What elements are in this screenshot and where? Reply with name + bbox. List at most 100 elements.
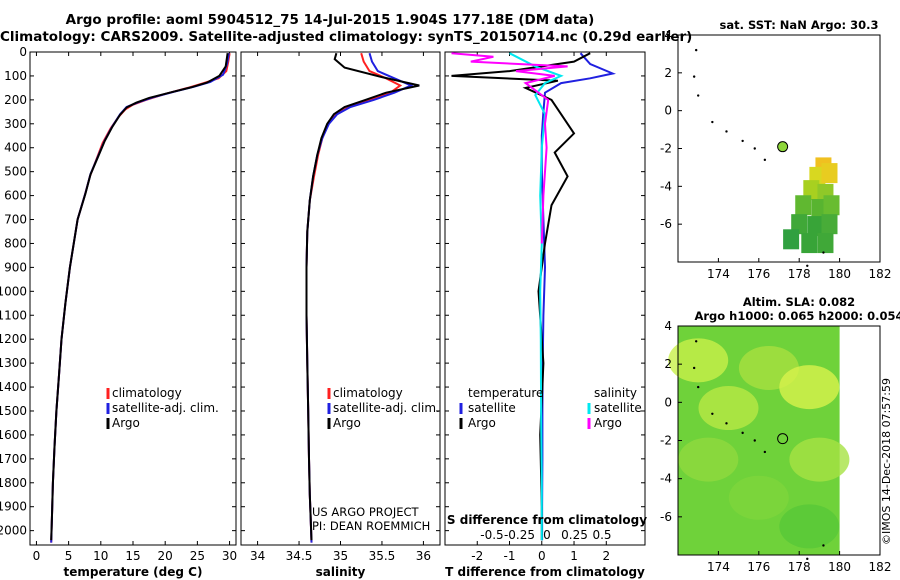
pressure-tick-label: 300 bbox=[4, 117, 27, 131]
sst_map-xtick-label: 178 bbox=[788, 267, 811, 281]
title-line-1: Argo profile: aoml 5904512_75 14-Jul-201… bbox=[65, 12, 595, 28]
sla_map-xtick-label: 182 bbox=[869, 560, 892, 574]
difference-xtick-label: 0 bbox=[538, 549, 546, 563]
island-dot bbox=[806, 557, 809, 561]
sla-anomaly-patch bbox=[678, 437, 739, 482]
sla_map-map bbox=[668, 325, 881, 561]
salinity-xlabel: salinity bbox=[316, 565, 366, 579]
temperature-series-argo bbox=[50, 53, 229, 541]
island-dot bbox=[725, 130, 728, 133]
sla_map-ytick-label: 2 bbox=[664, 357, 672, 371]
pressure-tick-label: 1400 bbox=[0, 380, 27, 394]
sst-cell bbox=[803, 180, 820, 201]
difference-xtick-label: 2 bbox=[602, 549, 610, 563]
sla_map-xtick-label: 180 bbox=[828, 560, 851, 574]
sla-anomaly-patch bbox=[789, 437, 850, 482]
salinity-legend-label: climatology bbox=[333, 386, 403, 400]
sst_map-xtick-label: 182 bbox=[869, 267, 892, 281]
sst-cell bbox=[791, 214, 808, 235]
sla_map-xtick-label: 178 bbox=[788, 560, 811, 574]
sst_map-ytick-label: -2 bbox=[660, 142, 672, 156]
island-dot bbox=[753, 147, 756, 150]
credit-line-1: US ARGO PROJECT bbox=[312, 505, 420, 519]
difference-xtick-label: 1 bbox=[570, 549, 578, 563]
temperature-xtick-label: 20 bbox=[158, 549, 173, 563]
diff-s-axis-label: S difference from climatology bbox=[447, 513, 647, 527]
sla-anomaly-patch bbox=[668, 338, 729, 383]
difference-series-t-satellite bbox=[540, 52, 617, 541]
diff-s-tick-label: -0.5 bbox=[480, 528, 503, 542]
sst-cell bbox=[811, 199, 828, 220]
sst-cell bbox=[807, 216, 824, 237]
sla_map-ytick-label: -6 bbox=[660, 510, 672, 524]
sst_map-ytick-label: -4 bbox=[660, 179, 672, 193]
island-dot bbox=[763, 450, 767, 454]
island-dot bbox=[741, 431, 744, 435]
pressure-tick-label: 200 bbox=[4, 93, 27, 107]
credit-line-2: PI: DEAN ROEMMICH bbox=[312, 519, 430, 533]
difference-series-s-argo bbox=[451, 52, 568, 244]
temperature-series-satellite-adj-clim- bbox=[50, 53, 230, 543]
sst-cell bbox=[821, 163, 838, 184]
island-dot bbox=[711, 412, 714, 415]
sst-cell bbox=[821, 214, 838, 235]
sla_map-xtick-label: 174 bbox=[707, 560, 730, 574]
pressure-tick-label: 1800 bbox=[0, 476, 27, 490]
sla_map-ytick-label: 0 bbox=[664, 395, 672, 409]
pressure-tick-label: 1500 bbox=[0, 404, 27, 418]
sst_map-ytick-label: 4 bbox=[664, 28, 672, 42]
temperature-legend-label: satellite-adj. clim. bbox=[112, 401, 219, 415]
diff-s-tick-label: 0 bbox=[543, 528, 551, 542]
island-dot bbox=[692, 75, 696, 78]
title-line-2: Climatology: CARS2009. Satellite-adjuste… bbox=[0, 29, 693, 45]
sst-cell bbox=[795, 195, 812, 216]
sst_map-xtick-label: 180 bbox=[828, 267, 851, 281]
island-dot bbox=[753, 439, 756, 442]
sst_map-xtick-label: 176 bbox=[747, 267, 770, 281]
salinity-series-argo bbox=[305, 52, 420, 541]
diff-legend-temperature-title: temperature bbox=[468, 386, 543, 400]
sla-anomaly-patch bbox=[779, 365, 840, 410]
diff-legend-right-label: satellite bbox=[594, 401, 642, 415]
island-dot bbox=[741, 139, 744, 143]
diff-legend-salinity-title: salinity bbox=[594, 386, 637, 400]
temperature-xtick-label: 10 bbox=[93, 549, 108, 563]
temperature-xtick-label: 25 bbox=[190, 549, 205, 563]
island-dot bbox=[697, 385, 700, 389]
pressure-tick-label: 1900 bbox=[0, 500, 27, 514]
sla_map-xtick-label: 176 bbox=[747, 560, 770, 574]
pressure-tick-label: 1700 bbox=[0, 452, 27, 466]
pressure-tick-label: 1300 bbox=[0, 356, 27, 370]
sla_map-subtitle: Argo h1000: 0.065 h2000: 0.054 bbox=[694, 309, 900, 323]
pressure-tick-label: 2000 bbox=[0, 524, 27, 538]
salinity-series-climatology bbox=[305, 52, 403, 543]
difference-xtick-label: -2 bbox=[471, 549, 483, 563]
temperature-xtick-label: 5 bbox=[65, 549, 73, 563]
salinity-axes-box bbox=[240, 51, 441, 546]
pressure-tick-label: 400 bbox=[4, 141, 27, 155]
sst-cell bbox=[817, 233, 834, 254]
salinity-legend-label: Argo bbox=[333, 416, 361, 430]
sst_map-ytick-label: -6 bbox=[660, 217, 672, 231]
diff-s-tick-label: 0.5 bbox=[592, 528, 611, 542]
sst-cell bbox=[783, 229, 800, 250]
sst_map-ytick-label: 0 bbox=[664, 104, 672, 118]
salinity-xtick-label: 34.5 bbox=[286, 549, 313, 563]
sst_map-ytick-label: 2 bbox=[664, 66, 672, 80]
sst_map-xtick-label: 174 bbox=[707, 267, 730, 281]
temperature-xlabel: temperature (deg C) bbox=[64, 565, 203, 579]
sla_map-title: Altim. SLA: 0.082 bbox=[743, 295, 855, 309]
salinity-xtick-label: 36 bbox=[416, 549, 431, 563]
salinity-xtick-label: 35.5 bbox=[369, 549, 396, 563]
pressure-tick-label: 700 bbox=[4, 213, 27, 227]
diff-legend-left-label: satellite bbox=[468, 401, 516, 415]
sst-cell bbox=[823, 195, 840, 216]
island-dot bbox=[822, 544, 825, 547]
difference-series-t-argo bbox=[451, 52, 591, 541]
sla_map-ytick-label: -4 bbox=[660, 472, 672, 486]
sla-anomaly-patch bbox=[779, 504, 840, 549]
salinity-xtick-label: 34 bbox=[250, 549, 265, 563]
pressure-tick-label: 600 bbox=[4, 189, 27, 203]
pressure-tick-label: 1100 bbox=[0, 308, 27, 322]
